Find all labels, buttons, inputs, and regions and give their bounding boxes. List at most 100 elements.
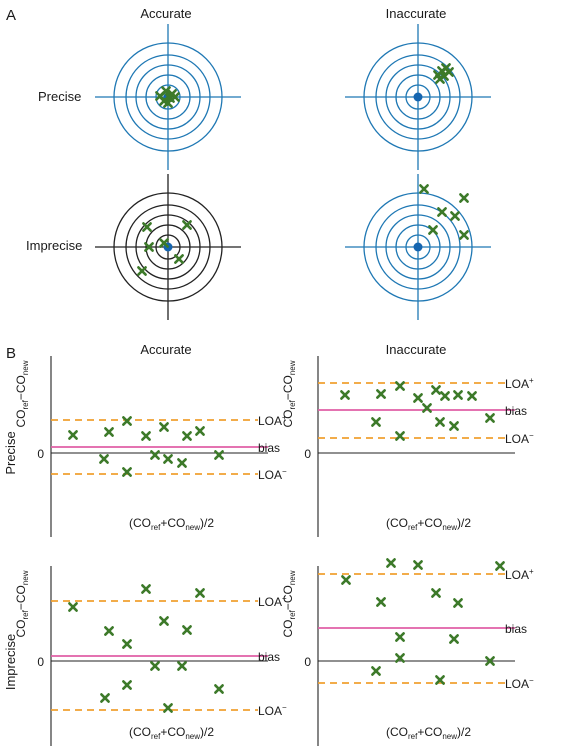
x-mark-stroke <box>177 661 187 671</box>
x-mark-icon <box>159 238 169 248</box>
label-part: CO <box>14 410 28 428</box>
x-mark-icon <box>177 458 187 468</box>
x-mark-stroke <box>174 254 184 264</box>
bias-label: bias <box>505 622 527 636</box>
x-mark-stroke <box>395 431 405 441</box>
x-mark-stroke <box>435 675 445 685</box>
x-mark-stroke <box>104 427 114 437</box>
x-mark-stroke <box>413 560 423 570</box>
label-part: LOA <box>505 568 529 582</box>
y-axis-title: COref−COnew <box>14 570 30 637</box>
label-part: LOA <box>258 414 282 428</box>
x-mark-icon <box>174 254 184 264</box>
zero-label: 0 <box>304 655 311 669</box>
y-axis-title: COref−COnew <box>281 360 297 427</box>
x-mark-stroke <box>371 666 381 676</box>
zero-label: 0 <box>37 447 44 461</box>
x-mark-icon <box>419 184 429 194</box>
x-mark-stroke <box>376 389 386 399</box>
x-mark-stroke <box>195 426 205 436</box>
label-part: − <box>529 431 534 440</box>
x-mark-stroke <box>422 403 432 413</box>
b-col-accurate: Accurate <box>140 342 191 357</box>
label-part: (CO <box>129 725 151 739</box>
x-mark-stroke <box>141 431 151 441</box>
label-part: new <box>442 732 457 741</box>
x-mark-stroke <box>195 588 205 598</box>
x-mark-icon <box>141 431 151 441</box>
label-part: −CO <box>14 375 28 400</box>
x-mark-stroke <box>100 693 110 703</box>
x-mark-icon <box>485 413 495 423</box>
x-mark-icon <box>422 403 432 413</box>
x-mark-icon <box>122 680 132 690</box>
x-mark-stroke <box>141 584 151 594</box>
x-mark-icon <box>68 602 78 612</box>
x-mark-stroke <box>122 680 132 690</box>
x-mark-stroke <box>182 625 192 635</box>
target-diagrams <box>95 24 491 320</box>
x-mark-stroke <box>142 222 152 232</box>
x-mark-stroke <box>459 193 469 203</box>
bias-label: bias <box>258 650 280 664</box>
x-mark-icon <box>453 598 463 608</box>
label-part: +CO <box>417 516 442 530</box>
x-mark-icon <box>182 220 192 230</box>
label-part: LOA <box>505 432 529 446</box>
x-mark-stroke <box>437 207 447 217</box>
x-mark-icon <box>141 584 151 594</box>
x-mark-icon <box>435 675 445 685</box>
x-mark-icon <box>122 639 132 649</box>
label-part: LOA <box>258 468 282 482</box>
x-mark-icon <box>431 588 441 598</box>
label-part: +CO <box>160 516 185 530</box>
x-mark-stroke <box>419 184 429 194</box>
x-mark-stroke <box>435 74 445 84</box>
label-part: new <box>288 570 297 585</box>
x-mark-stroke <box>163 98 173 108</box>
x-mark-icon <box>395 632 405 642</box>
filled-dot-icon <box>413 92 423 102</box>
target-accurate-imprecise <box>95 174 241 320</box>
x-mark-stroke <box>340 390 350 400</box>
a-row-imprecise: Imprecise <box>26 238 82 253</box>
x-mark-icon <box>340 390 350 400</box>
label-part: −CO <box>14 585 28 610</box>
x-mark-stroke <box>159 616 169 626</box>
label-part: CO <box>281 410 295 428</box>
x-mark-stroke <box>459 230 469 240</box>
target-inaccurate-precise <box>345 24 491 170</box>
label-part: ref <box>21 609 30 619</box>
x-mark-icon <box>395 431 405 441</box>
x-mark-icon <box>104 427 114 437</box>
x-mark-stroke <box>485 413 495 423</box>
bias-label: bias <box>505 404 527 418</box>
filled-dot-icon <box>413 242 423 252</box>
x-mark-stroke <box>395 381 405 391</box>
x-mark-icon <box>195 426 205 436</box>
x-mark-icon <box>376 597 386 607</box>
label-part: LOA <box>258 595 282 609</box>
x-mark-icon <box>214 684 224 694</box>
x-mark-icon <box>104 626 114 636</box>
x-mark-icon <box>182 625 192 635</box>
x-mark-stroke <box>99 454 109 464</box>
x-mark-icon <box>68 430 78 440</box>
x-mark-icon <box>459 230 469 240</box>
label-part: )/2 <box>200 725 214 739</box>
label-part: CO <box>281 620 295 638</box>
x-mark-stroke <box>450 211 460 221</box>
label-part: − <box>282 467 287 476</box>
x-mark-stroke <box>159 422 169 432</box>
label-part: new <box>21 360 30 375</box>
x-mark-icon <box>440 391 450 401</box>
label-part: LOA <box>505 377 529 391</box>
x-axis-title: (COref+COnew)/2 <box>386 725 471 741</box>
loa-upper-label: LOA+ <box>258 413 287 428</box>
label-part: new <box>185 523 200 532</box>
x-mark-icon <box>449 634 459 644</box>
x-mark-stroke <box>150 661 160 671</box>
x-mark-stroke <box>159 238 169 248</box>
